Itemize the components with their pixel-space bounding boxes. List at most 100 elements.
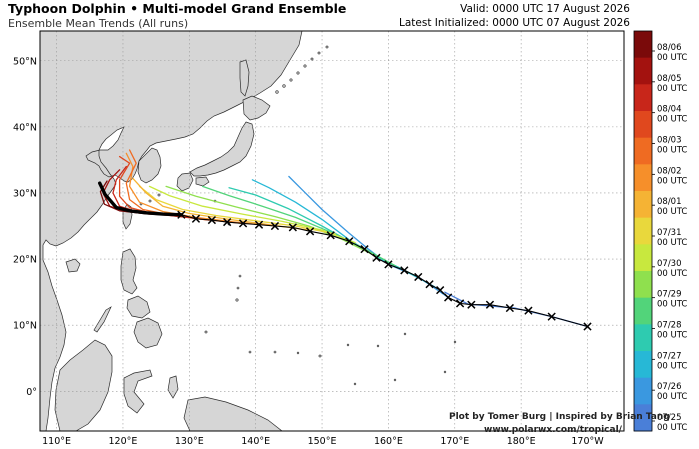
observed-position-marker: [384, 260, 393, 269]
lon-tick-label: 140°E: [241, 436, 270, 447]
colorbar-time-label: 00 UTC: [657, 238, 687, 248]
colorbar-date-label: 08/05: [657, 74, 682, 84]
lon-tick-label: 150°E: [308, 436, 337, 447]
colorbar-segment: [634, 324, 652, 352]
observed-position-marker: [305, 227, 315, 236]
colorbar-time-label: 00 UTC: [657, 361, 687, 371]
colorbar-segment: [634, 377, 652, 405]
land-sakhalin: [239, 59, 250, 97]
observed-position-marker: [270, 221, 280, 231]
observed-position-marker: [524, 306, 533, 315]
forecast-track: [98, 181, 184, 217]
lat-tick-label: 50°N: [13, 56, 37, 67]
land-kyushu: [176, 172, 194, 192]
colorbar-date-label: 07/28: [657, 321, 682, 331]
colorbar-segment: [634, 111, 652, 139]
axis-labels: 110°E 120°E 130°E 140°E 150°E 160°E 170°E 180°E…: [13, 56, 604, 447]
colorbar-segment: [634, 351, 652, 379]
observed-position-marker: [467, 300, 476, 309]
colorbar-frame: [633, 30, 653, 432]
observed-position-marker: [223, 217, 232, 227]
land-palawan: [93, 306, 112, 333]
observed-position-marker: [436, 286, 445, 295]
ensemble-track-line: [138, 185, 336, 235]
colorbar-time-label: 00 UTC: [657, 146, 687, 156]
colorbar-date-label: 08/03: [657, 136, 682, 146]
colorbar-time-label: 00 UTC: [657, 207, 687, 217]
land-borneo: [54, 339, 113, 431]
observed-position-marker: [238, 219, 248, 228]
observed-position-marker: [254, 220, 264, 229]
credit-url: www.polarwx.com/tropical/: [484, 425, 622, 435]
land-halmahera: [167, 375, 179, 399]
colorbar-time-label: 00 UTC: [657, 269, 687, 279]
observed-position-marker: [345, 237, 354, 246]
land-hokkaido: [242, 95, 271, 121]
colorbar-date-label: 07/26: [657, 382, 682, 392]
land-visayas: [126, 295, 151, 319]
lon-tick-label: 110°E: [42, 436, 71, 447]
lon-tick-label: 160°E: [374, 436, 403, 447]
colorbar-segment: [634, 31, 652, 59]
colorbar-date-label: 07/30: [657, 259, 682, 269]
colorbar-time-label: 00 UTC: [657, 423, 687, 433]
colorbar-segment: [634, 137, 652, 165]
colorbar-segment: [634, 271, 652, 299]
colorbar-date-label: 07/27: [657, 351, 682, 361]
credit-author: Plot by Tomer Burg | Inspired by Brian T…: [449, 412, 670, 422]
valid-time: Valid: 0000 UTC 17 August 2026: [460, 3, 630, 15]
colorbar-date-label: 08/04: [657, 105, 682, 115]
colorbar-segment: [634, 57, 652, 85]
ensemble-track-line: [132, 177, 310, 231]
observed-position-marker: [177, 210, 186, 219]
colorbar-segment: [634, 217, 652, 245]
observed-position-marker: [288, 223, 297, 232]
page-title: Typhoon Dolphin • Multi-model Grand Ense…: [8, 1, 347, 16]
colorbar-time-label: 00 UTC: [657, 392, 687, 402]
land-layer: [40, 31, 457, 431]
land-sulawesi: [123, 369, 153, 414]
lon-tick-label: 170°E: [440, 436, 469, 447]
ensemble-mean-track: [98, 181, 184, 217]
latest-initialized: Latest Initialized: 0000 UTC 07 August 2…: [399, 17, 630, 29]
lat-tick-label: 10°N: [13, 321, 37, 332]
lat-tick-label: 30°N: [13, 188, 37, 199]
land-mainland: [40, 31, 303, 431]
colorbar-date-label: 07/31: [657, 228, 682, 238]
observed-position-marker: [425, 280, 434, 289]
ensemble-track-line: [148, 185, 356, 244]
observed-position-marker: [326, 231, 335, 240]
land-new-guinea: [183, 396, 283, 431]
lon-tick-label: 170°W: [571, 436, 604, 447]
observed-position-marker: [455, 299, 465, 308]
colorbar-segment: [634, 244, 652, 272]
land-luzon: [120, 248, 138, 295]
land-honshu: [189, 121, 255, 177]
colorbar-time-label: 00 UTC: [657, 115, 687, 125]
colorbar-date-label: 08/01: [657, 197, 682, 207]
colorbar-date-label: 08/02: [657, 166, 682, 176]
observed-position-marker: [547, 312, 556, 321]
colorbar-date-label: 07/25: [657, 413, 682, 423]
land-shikoku: [195, 176, 210, 187]
lat-tick-label: 40°N: [13, 122, 37, 133]
observed-position-marker: [444, 293, 453, 302]
colorbar-segment: [634, 404, 652, 432]
page-subtitle: Ensemble Mean Trends (All runs): [8, 17, 189, 30]
colorbar-date-label: 08/06: [657, 43, 682, 53]
observed-position-marker: [400, 266, 409, 275]
colorbar-time-label: 00 UTC: [657, 176, 687, 186]
lat-tick-label: 20°N: [13, 255, 37, 266]
observed-position-marker: [372, 253, 381, 262]
land-korea: [137, 147, 162, 184]
lat-tick-label: 0°: [26, 387, 37, 398]
observed-position-marker: [191, 214, 201, 223]
map-frame: [39, 30, 625, 432]
observed-position-marker: [414, 272, 423, 282]
colorbar-date-label: 07/29: [657, 290, 682, 300]
observed-position-marker: [583, 322, 592, 331]
colorbar-time-label: 00 UTC: [657, 53, 687, 63]
colorbar-time-label: 00 UTC: [657, 84, 687, 94]
